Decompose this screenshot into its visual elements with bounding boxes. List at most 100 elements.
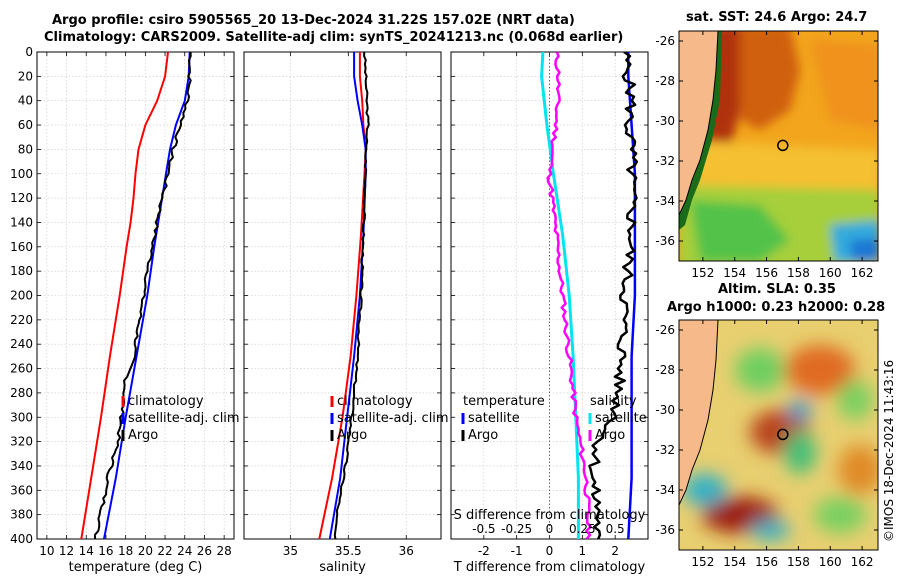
- sla-warm-eddy-3: [785, 345, 855, 395]
- y-tick-label: 340: [10, 459, 33, 473]
- sla-cold-eddy-6: [837, 380, 873, 420]
- x-axis-label: salinity: [319, 560, 366, 575]
- sst-map-x-tick-label: 162: [851, 266, 874, 280]
- legend-label: Argo: [128, 428, 158, 443]
- x-tick-label: -2: [478, 544, 490, 558]
- sla-map-y-tick-label: -36: [655, 523, 675, 537]
- difference-panel: -2 -1 0 1 2 T difference from climatology temp…: [450, 51, 649, 575]
- axes-box: [36, 51, 235, 540]
- climatology-line: [318, 52, 367, 539]
- x-tick-label: 35.5: [335, 544, 362, 558]
- x-tick-label: 2: [611, 544, 619, 558]
- y-tick-label: 80: [18, 142, 33, 156]
- y-tick-label: 120: [10, 191, 33, 205]
- sst-map-title: sat. SST: 24.6 Argo: 24.7: [686, 10, 868, 25]
- sla-map-x-tick-label: 158: [787, 555, 810, 569]
- series-group: [540, 52, 639, 539]
- sla-map-title-line1: Altim. SLA: 0.35: [718, 282, 836, 297]
- sst-map-y-tick-label: -28: [655, 74, 675, 88]
- sst-map-x-tick-label: 158: [787, 266, 810, 280]
- sst-map-x-tick-label: 156: [755, 266, 778, 280]
- series-group: [80, 52, 192, 539]
- sst-map: [679, 31, 878, 261]
- map-axes: 152 154 156 158 160 162 -26 -28 -30 -32 -34 -36 152 1…: [655, 30, 879, 569]
- y-tick-label: 360: [10, 483, 33, 497]
- sst-map-y-tick-label: -30: [655, 114, 675, 128]
- y-tick-label: 320: [10, 435, 33, 449]
- y-tick-label: 380: [10, 508, 33, 522]
- sst-map-y-tick-label: -26: [655, 34, 675, 48]
- salinity-panel: 35 35.5 36 salinity climatology satellite-adj…: [243, 51, 449, 575]
- sst-warm-band: [740, 31, 800, 130]
- x-tick-label: 10: [39, 544, 54, 558]
- temperature-argo-diff-line: [588, 52, 639, 539]
- sla-map-argo-marker: [777, 428, 789, 441]
- sst-coastline: [679, 31, 719, 216]
- s-axis-label: S difference from climatology: [454, 508, 646, 523]
- legend-label: Argo: [468, 428, 498, 443]
- sla-map-title-line2: Argo h1000: 0.23 h2000: 0.28: [667, 300, 886, 315]
- x-tick-label: 22: [157, 544, 172, 558]
- x-tick-label: 24: [177, 544, 192, 558]
- sst-map-y-tick-label: -34: [655, 194, 675, 208]
- sla-map-y-tick-label: -34: [655, 483, 675, 497]
- sla-map-x-tick-label: 156: [755, 555, 778, 569]
- sst-map-frame: [678, 30, 879, 262]
- argo-line: [93, 52, 192, 539]
- sla-map-y-tick-label: -28: [655, 363, 675, 377]
- x-axis-label: temperature (deg C): [69, 560, 203, 575]
- sla-map-y-tick-label: -30: [655, 403, 675, 417]
- sla-map-y-tick-label: -32: [655, 443, 675, 457]
- sla-cold-eddy-7: [788, 400, 812, 420]
- sst-map-y-tick-label: -32: [655, 154, 675, 168]
- legend-label: satellite: [468, 411, 520, 426]
- s-tick-label: 0.5: [606, 522, 625, 536]
- x-tick-label: 18: [118, 544, 133, 558]
- sst-green-patch: [690, 200, 790, 261]
- sst-map-x-tick-label: 154: [723, 266, 746, 280]
- legend-label: temperature: [463, 394, 545, 409]
- temperature-satellite-diff-line: [627, 52, 637, 539]
- sla-map-y-tick-label: -26: [655, 323, 675, 337]
- axes-box: [243, 51, 442, 540]
- sst-map-y-tick-label: -36: [655, 234, 675, 248]
- y-tick-label: 240: [10, 337, 33, 351]
- legend-label: satellite-adj. clim: [337, 411, 449, 426]
- s-tick-label: 0.25: [569, 522, 596, 536]
- figure-title-line1: Argo profile: csiro 5905565_20 13-Dec-20…: [52, 13, 575, 28]
- sst-map-x-tick-label: 152: [691, 266, 714, 280]
- x-axis-label: T difference from climatology: [453, 560, 646, 575]
- sla-map-x-tick-label: 162: [851, 555, 874, 569]
- salinity-satellite-diff-line: [540, 52, 580, 539]
- climatology-line: [80, 52, 169, 539]
- y-tick-label: 160: [10, 240, 33, 254]
- s-tick-label: 0: [546, 522, 554, 536]
- x-tick-label: -1: [511, 544, 523, 558]
- sla-cold-eddy-5: [814, 497, 866, 533]
- sla-cold-eddy-2: [784, 430, 816, 474]
- y-tick-label: 0: [25, 45, 33, 59]
- y-tick-label: 60: [18, 118, 33, 132]
- x-tick-label: 16: [98, 544, 113, 558]
- sst-cold-core: [850, 238, 878, 261]
- salinity-argo-diff-line: [546, 52, 592, 539]
- sla-cold-eddy-4: [750, 520, 790, 540]
- sla-coastline: [679, 320, 719, 506]
- x-tick-label: 0: [546, 544, 554, 558]
- sla-map-x-tick-label: 154: [723, 555, 746, 569]
- sla-map-x-tick-label: 160: [819, 555, 842, 569]
- y-tick-label: 140: [10, 215, 33, 229]
- sst-map-x-tick-label: 160: [819, 266, 842, 280]
- y-tick-label: 300: [10, 410, 33, 424]
- sst-map-argo-marker: [777, 139, 789, 152]
- sla-cold-eddy-3: [683, 474, 727, 506]
- x-tick-label: 35: [283, 544, 298, 558]
- y-tick-label: 180: [10, 264, 33, 278]
- sla-land: [679, 320, 718, 505]
- legend-label: satellite-adj. clim: [128, 411, 240, 426]
- y-tick-label: 100: [10, 167, 33, 181]
- sla-warm-eddy-4: [838, 445, 878, 495]
- y-tick-label: 400: [10, 532, 33, 546]
- y-tick-label: 20: [18, 69, 33, 83]
